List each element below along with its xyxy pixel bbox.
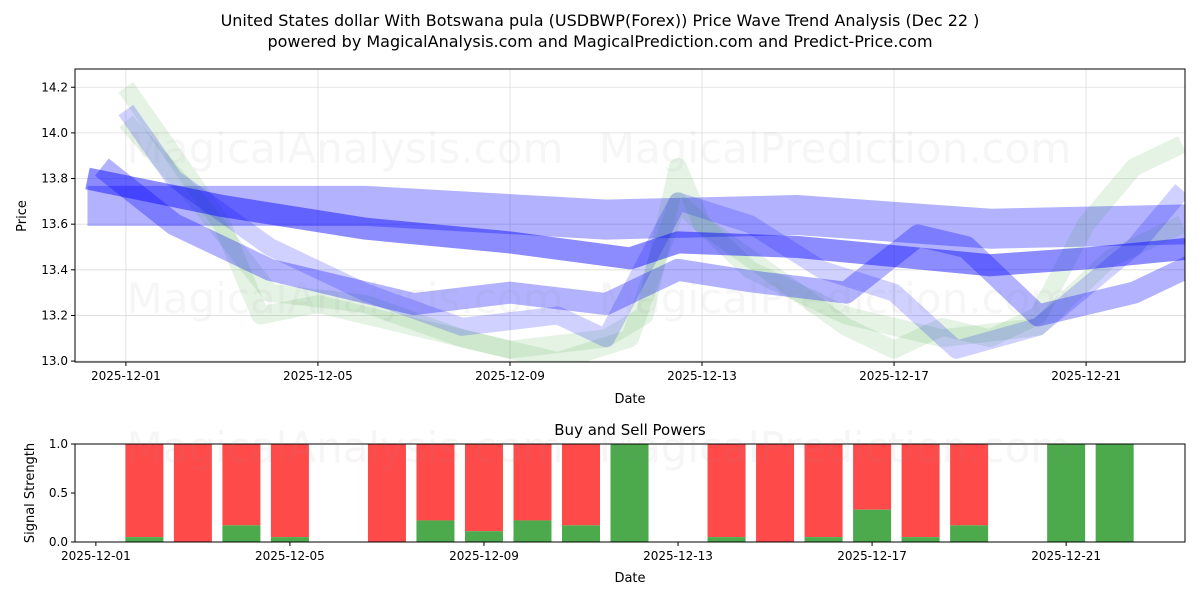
- buy-bar: [610, 444, 649, 542]
- sell-bar: [173, 444, 212, 542]
- x-tick-label: 2025-12-05: [283, 369, 353, 383]
- chart-title: United States dollar With Botswana pula …: [221, 11, 980, 30]
- y-tick-label: 13.0: [41, 354, 68, 368]
- x-tick-label: 2025-12-13: [643, 549, 713, 563]
- buy-bar: [222, 525, 261, 542]
- x-tick-label: 2025-12-01: [61, 549, 131, 563]
- buy-bar: [901, 537, 940, 542]
- y-tick-label: 13.6: [41, 217, 68, 231]
- plot-frame: [74, 68, 1186, 363]
- watermark-1: MagicalAnalysis.com: [127, 124, 564, 173]
- x-tick-label: 2025-12-01: [91, 369, 161, 383]
- buy-bar: [1095, 444, 1134, 542]
- sell-bar: [756, 444, 795, 542]
- y-tick-label: 1.0: [49, 437, 68, 451]
- y-tick-label: 13.8: [41, 172, 68, 186]
- wave-band-wide: [87, 185, 1185, 249]
- buy-bar: [1047, 444, 1086, 542]
- sell-bar: [416, 444, 455, 521]
- y-tick-label: 14.0: [41, 126, 68, 140]
- wave-green-2: [119, 115, 1185, 362]
- x-tick-label: 2025-12-17: [837, 549, 907, 563]
- wave-blue-lower: [95, 158, 1185, 327]
- y-tick-label: 13.2: [41, 308, 68, 322]
- wave-blue-2: [118, 104, 1185, 359]
- x-tick-label: 2025-12-09: [449, 549, 519, 563]
- buy-bar: [125, 537, 164, 542]
- sell-bar: [901, 444, 940, 538]
- signal-chart: 2025-12-01 2025-12-05 2025-12-09 2025-12-13…: [49, 437, 1186, 563]
- sell-bar: [950, 444, 989, 526]
- sell-bar: [222, 444, 261, 526]
- wave-green-1: [118, 82, 1185, 359]
- sell-bar: [853, 444, 892, 510]
- top-ylabel: Price: [15, 200, 30, 232]
- buy-bar: [416, 520, 455, 542]
- watermark-5: MagicalAnalysis.com: [127, 423, 564, 472]
- sell-bar: [513, 444, 552, 521]
- buy-bar: [561, 525, 601, 542]
- x-tick-label: 2025-12-21: [1031, 549, 1101, 563]
- buy-bar: [464, 531, 503, 542]
- y-tick-label: 13.4: [41, 263, 68, 277]
- sell-bar: [561, 444, 601, 526]
- y-tick-label: 0.5: [49, 486, 68, 500]
- bottom-title: Buy and Sell Powers: [554, 421, 706, 439]
- sell-bar: [804, 444, 843, 538]
- y-tick-label: 14.2: [41, 80, 68, 94]
- price-chart: 2025-12-01 2025-12-05 2025-12-09 2025-12-13…: [41, 68, 1186, 383]
- x-tick-label: 2025-12-17: [859, 369, 929, 383]
- watermark-2: MagicalPrediction.com: [599, 124, 1072, 173]
- buy-bar: [707, 537, 746, 542]
- buy-bar: [270, 537, 309, 542]
- buy-bar: [513, 520, 552, 542]
- watermark-4: MagicalPrediction.com: [599, 274, 1072, 323]
- y-tick-label: 0.0: [49, 535, 68, 549]
- watermark-3: MagicalAnalysis.com: [127, 274, 564, 323]
- buy-bar: [804, 537, 843, 542]
- plot-frame: [74, 443, 1186, 543]
- chart-subtitle: powered by MagicalAnalysis.com and Magic…: [267, 32, 932, 51]
- bottom-ylabel: Signal Strength: [23, 443, 38, 543]
- bottom-xlabel: Date: [614, 571, 645, 586]
- wave-lines: [85, 82, 1185, 362]
- sell-bar: [125, 444, 164, 538]
- buy-bar: [853, 509, 892, 542]
- sell-bar: [270, 444, 309, 538]
- buy-bar: [950, 525, 989, 542]
- x-tick-label: 2025-12-09: [475, 369, 545, 383]
- watermark-6: MagicalPrediction.com: [599, 423, 1072, 472]
- x-tick-label: 2025-12-21: [1051, 369, 1121, 383]
- wave-blue-main: [85, 167, 1185, 277]
- top-xlabel: Date: [614, 392, 645, 407]
- sell-bar: [367, 444, 406, 542]
- sell-bar: [707, 444, 746, 538]
- sell-bar: [464, 444, 503, 532]
- x-tick-label: 2025-12-13: [667, 369, 737, 383]
- x-tick-label: 2025-12-05: [255, 549, 325, 563]
